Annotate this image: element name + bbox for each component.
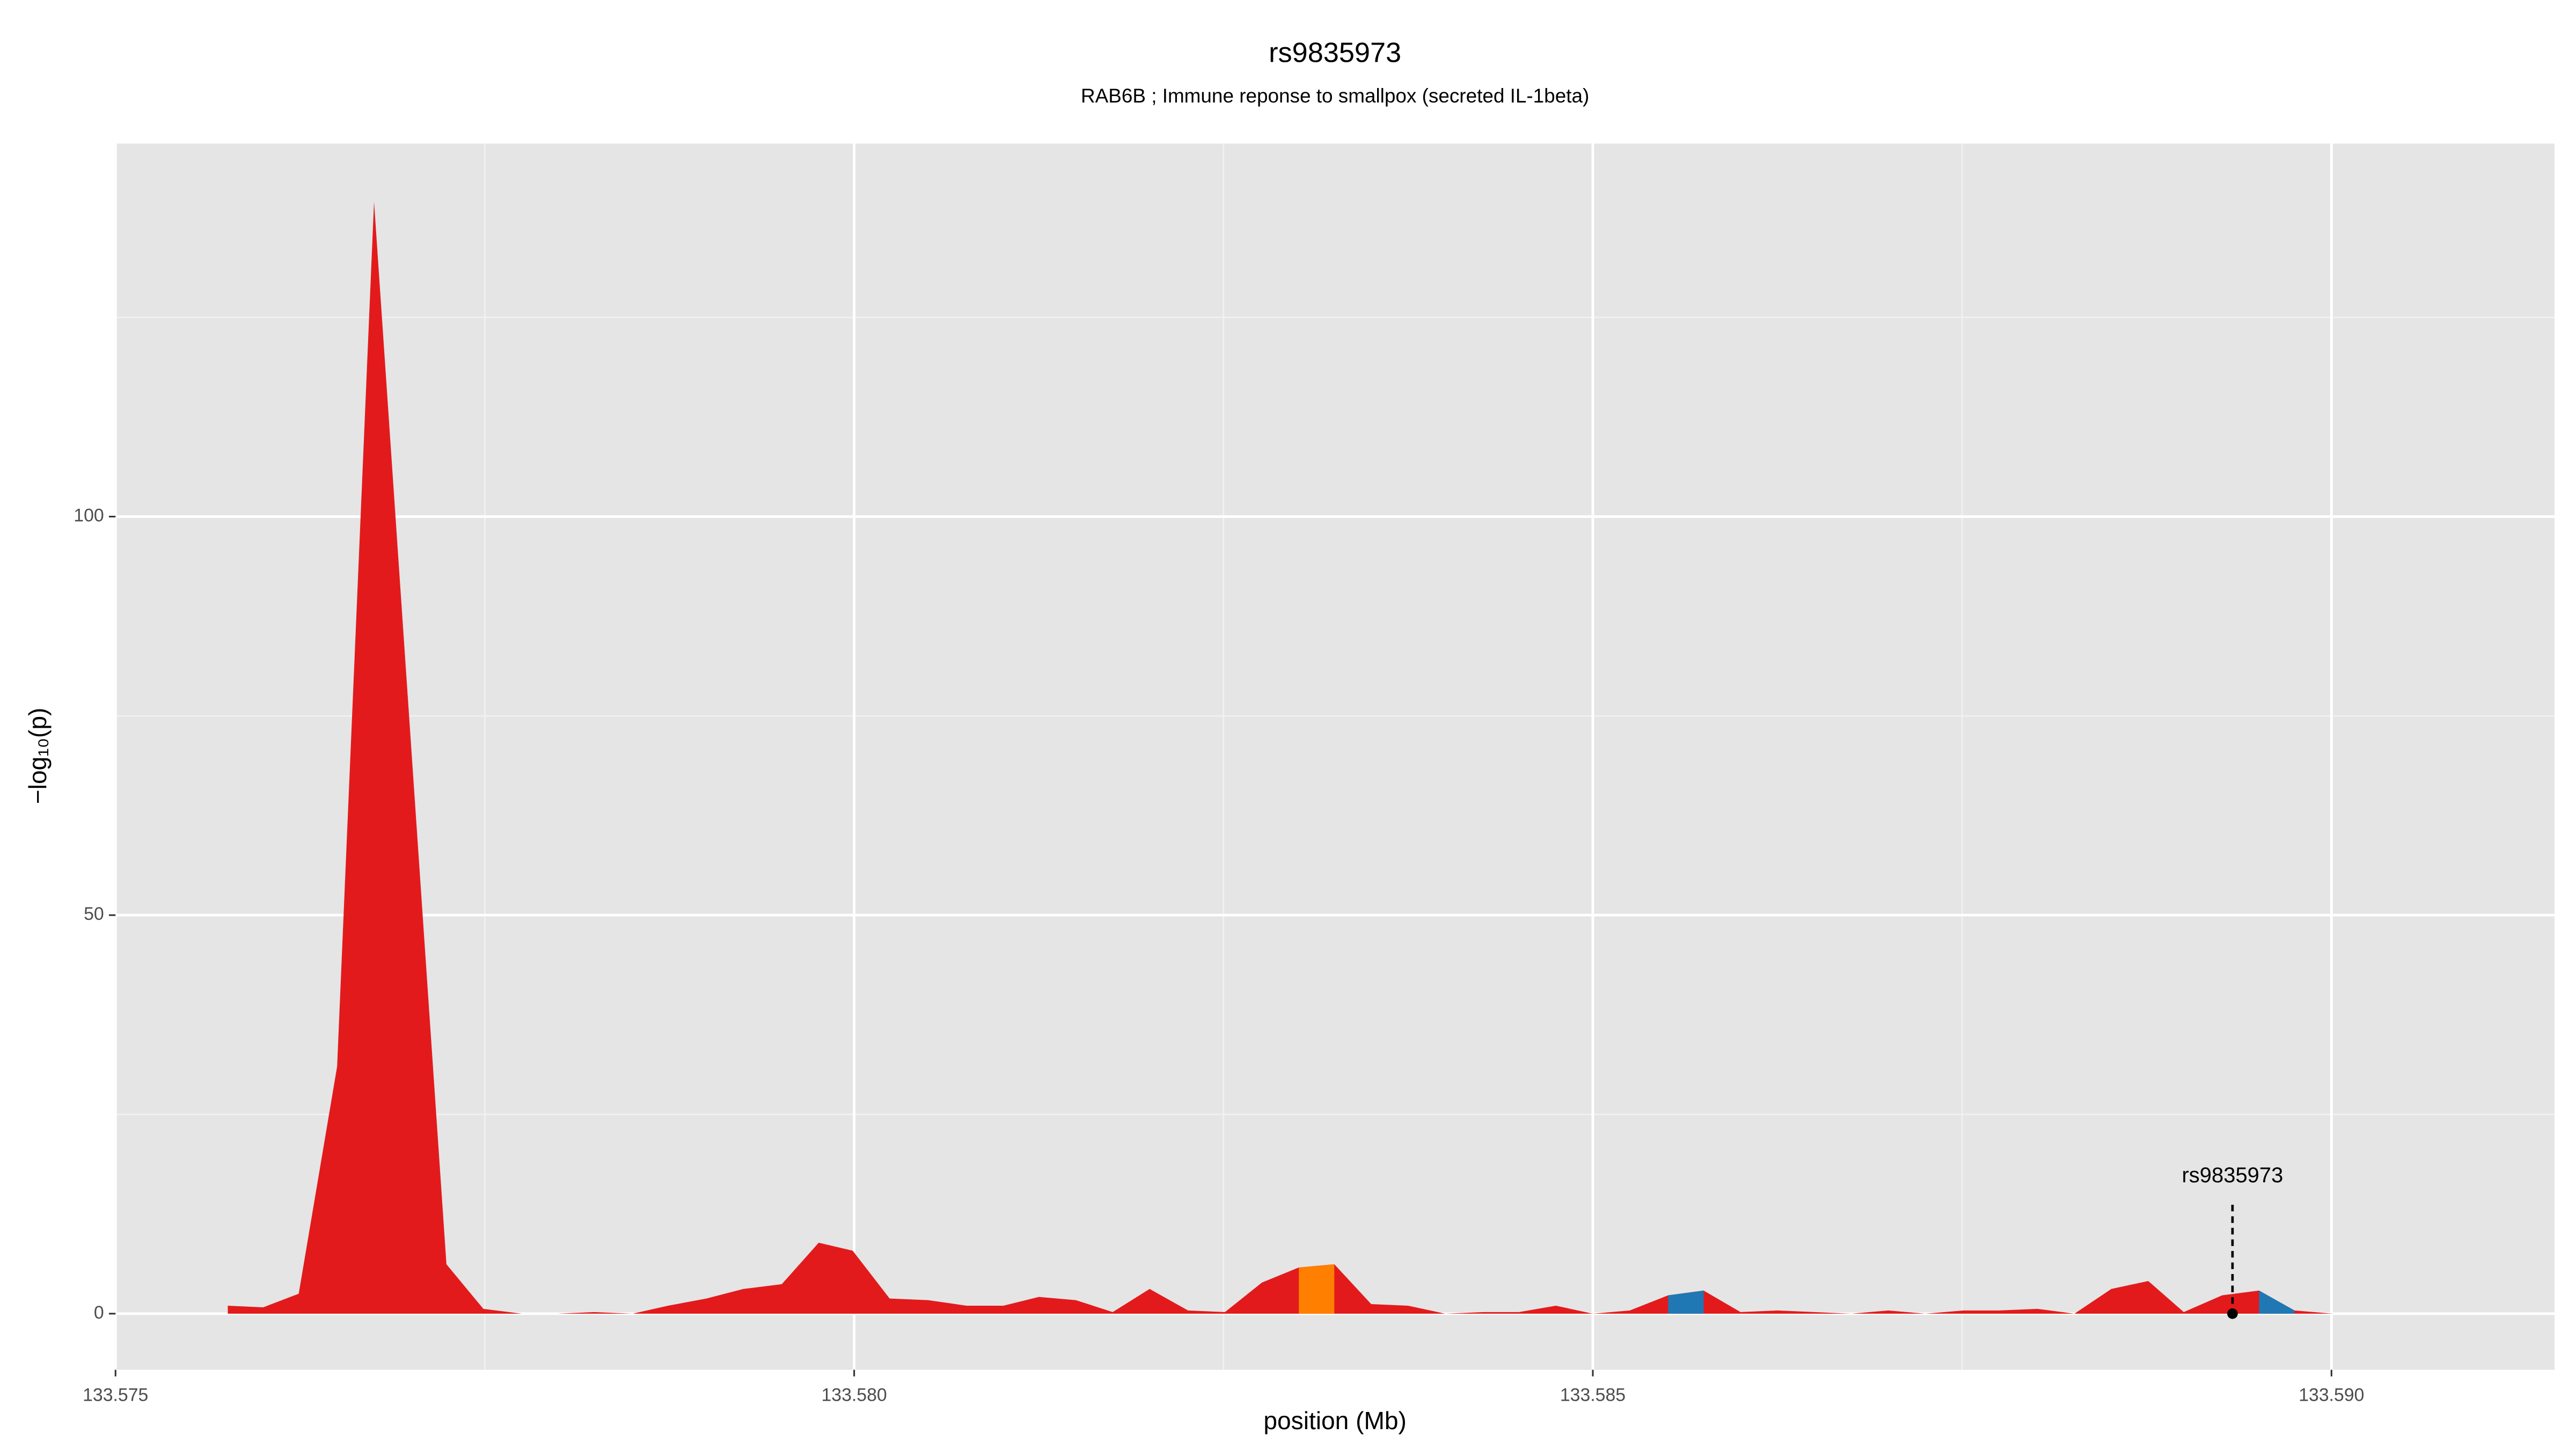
x-tick-label: 133.585 bbox=[1560, 1385, 1626, 1406]
x-tick-label: 133.575 bbox=[83, 1385, 148, 1406]
y-tick-label: 50 bbox=[84, 904, 104, 924]
y-tick-label: 100 bbox=[74, 506, 104, 526]
area bbox=[2259, 1290, 2295, 1314]
plot-panel bbox=[115, 143, 2555, 1370]
area bbox=[1299, 1264, 1335, 1314]
area bbox=[1668, 1290, 1704, 1314]
chart-subtitle: RAB6B ; Immune reponse to smallpox (secr… bbox=[1081, 85, 1589, 107]
x-tick-label: 133.580 bbox=[822, 1385, 887, 1406]
chart-title: rs9835973 bbox=[1269, 37, 1401, 68]
x-axis-label: position (Mb) bbox=[1263, 1407, 1407, 1435]
annotation-point bbox=[2227, 1308, 2238, 1319]
y-tick-label: 0 bbox=[94, 1302, 104, 1323]
marks: rs9835973 bbox=[228, 201, 2405, 1319]
x-tick-label: 133.590 bbox=[2299, 1385, 2364, 1406]
y-axis-label: −log₁₀(p) bbox=[24, 708, 52, 804]
annotation-label: rs9835973 bbox=[2182, 1163, 2283, 1187]
